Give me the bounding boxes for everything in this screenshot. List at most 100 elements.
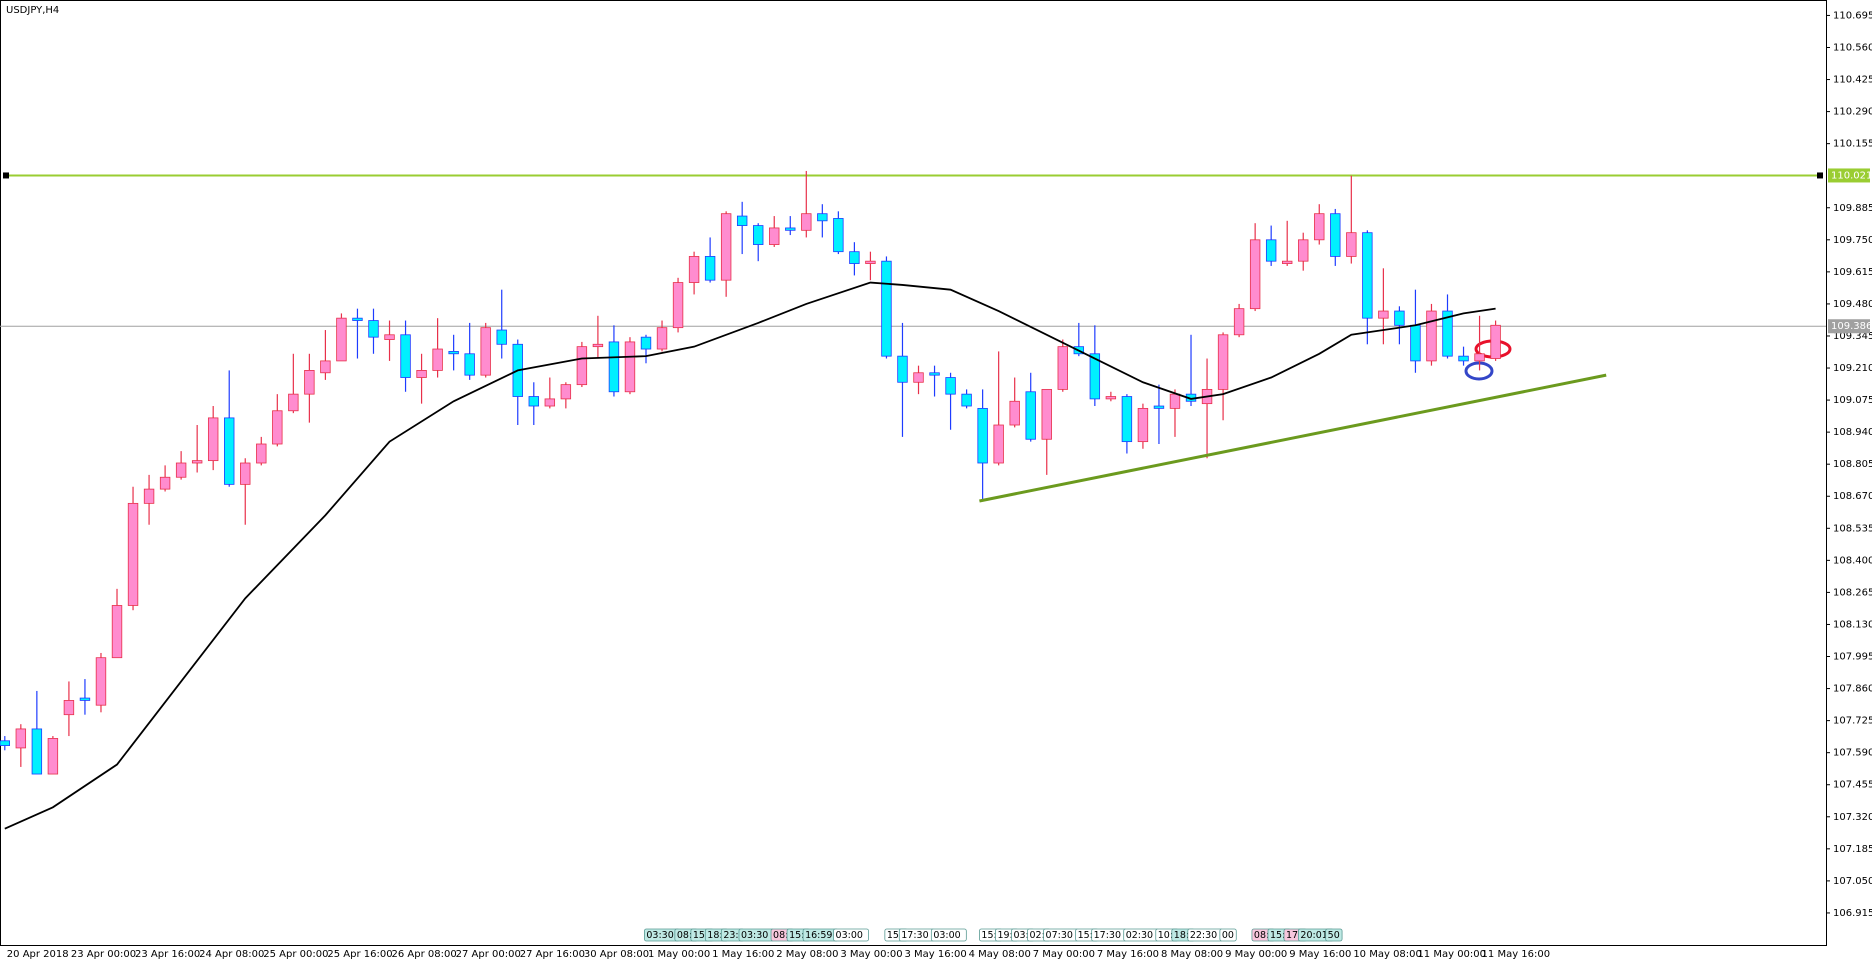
event-label: 08: xyxy=(677,930,692,941)
event-label: 23: xyxy=(723,930,738,941)
candle-body xyxy=(127,502,139,606)
y-tick-label: 108.535 xyxy=(1833,523,1872,534)
y-tick-label: 108.670 xyxy=(1833,491,1872,502)
y-tick-label: 109.615 xyxy=(1833,267,1872,278)
event-label: 03:30 xyxy=(646,930,673,941)
y-tick-label: 108.400 xyxy=(1833,555,1872,566)
candle-body xyxy=(1057,346,1068,390)
x-tick-label: 8 May 08:00 xyxy=(1161,949,1223,960)
candle-body xyxy=(945,377,956,395)
candle-body xyxy=(785,227,796,231)
candle-body xyxy=(224,417,235,485)
candle-body xyxy=(1105,396,1117,400)
x-tick-label: 7 May 16:00 xyxy=(1097,949,1159,960)
candle-body xyxy=(897,355,908,383)
level-handle xyxy=(3,172,9,179)
event-label: 50 xyxy=(1328,930,1340,941)
candle-body xyxy=(175,462,187,478)
candle-body xyxy=(1346,232,1357,257)
candle-body xyxy=(592,343,604,348)
candle-body xyxy=(1282,260,1293,264)
candle-body xyxy=(1233,308,1245,336)
candle-body xyxy=(95,657,107,706)
candle-body xyxy=(31,728,43,775)
x-tick-label: 30 Apr 08:00 xyxy=(584,949,649,960)
candle-body xyxy=(881,260,892,357)
candle-body xyxy=(207,417,219,462)
candle-body xyxy=(352,317,363,321)
candle-body xyxy=(961,393,972,407)
candle-body xyxy=(544,398,556,407)
y-tick-label: 107.455 xyxy=(1833,780,1872,791)
x-tick-label: 9 May 00:00 xyxy=(1225,949,1287,960)
event-label: 17:30 xyxy=(901,930,928,941)
x-tick-label: 10 May 08:00 xyxy=(1353,949,1422,960)
candle-body xyxy=(256,443,267,464)
candle-body xyxy=(1249,239,1261,310)
event-label: 20:01 xyxy=(1300,930,1327,941)
y-tick-label: 107.590 xyxy=(1833,748,1872,759)
x-tick-label: 3 May 00:00 xyxy=(840,949,902,960)
candle-body xyxy=(111,605,123,659)
event-label: 15: xyxy=(981,930,996,941)
candle-body xyxy=(1490,324,1501,359)
candle-body xyxy=(1298,239,1309,262)
candle-body xyxy=(977,407,988,464)
y-tick-label: 109.075 xyxy=(1833,395,1872,406)
candle-body xyxy=(336,317,347,362)
candle-body xyxy=(704,256,716,281)
candle-body xyxy=(993,424,1004,464)
x-tick-label: 1 May 16:00 xyxy=(712,949,774,960)
event-label: 07:30 xyxy=(1046,930,1073,941)
event-box xyxy=(1219,928,1237,942)
level-label-box xyxy=(1828,168,1870,183)
x-tick-label: 25 Apr 00:00 xyxy=(263,949,328,960)
x-tick-label: 23 Apr 00:00 xyxy=(71,949,136,960)
event-label: 18: xyxy=(1174,930,1189,941)
event-label: 15: xyxy=(789,930,804,941)
candle-body xyxy=(240,462,251,485)
level-handle xyxy=(1817,172,1823,179)
y-tick-label: 110.290 xyxy=(1833,107,1872,118)
x-tick-label: 9 May 16:00 xyxy=(1289,949,1351,960)
y-tick-label: 109.210 xyxy=(1833,363,1872,374)
chart-title: USDJPY,H4 xyxy=(6,5,59,16)
x-tick-label: 11 May 00:00 xyxy=(1417,949,1486,960)
candle-body xyxy=(288,393,299,412)
moving-average xyxy=(4,281,1496,830)
candle-body xyxy=(191,460,203,464)
candle-body xyxy=(1265,239,1277,262)
x-tick-label: 7 May 00:00 xyxy=(1033,949,1095,960)
candle-body xyxy=(464,353,475,376)
x-tick-label: 3 May 16:00 xyxy=(904,949,966,960)
candle-body xyxy=(753,225,764,245)
event-label: 15: xyxy=(887,930,902,941)
y-tick-label: 107.185 xyxy=(1833,844,1872,855)
event-box xyxy=(930,928,967,942)
y-tick-label: 107.995 xyxy=(1833,652,1872,663)
last-price-label: 109.386 xyxy=(1831,321,1872,332)
candle-body xyxy=(624,341,636,393)
y-tick-label: 110.155 xyxy=(1833,139,1872,150)
level-label: 110.021 xyxy=(1831,170,1872,181)
candle-body xyxy=(1121,396,1133,443)
y-tick-label: 107.860 xyxy=(1833,684,1872,695)
candle-body xyxy=(1394,310,1405,326)
event-label: 08: xyxy=(1254,930,1269,941)
x-tick-label: 11 May 16:00 xyxy=(1482,949,1551,960)
candle-body xyxy=(432,348,443,371)
candle-body xyxy=(736,215,748,226)
candle-body xyxy=(913,372,924,383)
y-tick-label: 109.345 xyxy=(1833,331,1872,342)
candle-body xyxy=(63,700,75,716)
event-label: 10: xyxy=(1158,930,1173,941)
x-tick-label: 24 Apr 08:00 xyxy=(199,949,264,960)
event-label: 15: xyxy=(1270,930,1285,941)
candle-body xyxy=(1153,405,1165,409)
candle-body xyxy=(929,372,940,376)
candle-body xyxy=(833,218,844,253)
x-tick-label: 1 May 00:00 xyxy=(648,949,710,960)
plot-frame xyxy=(0,0,1827,946)
candle-body xyxy=(1330,213,1341,257)
